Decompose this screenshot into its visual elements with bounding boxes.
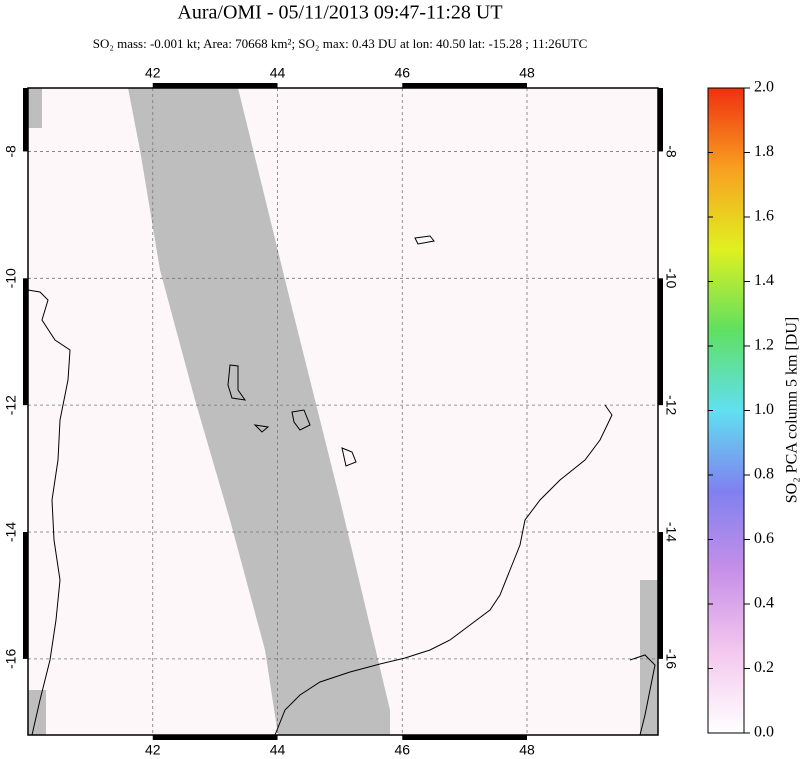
- coastline: [629, 654, 656, 736]
- colorbar-tick-label: 0.6: [754, 530, 774, 547]
- frame-bar: [23, 88, 28, 152]
- lat-tick-label: -10: [3, 268, 19, 288]
- lat-tick-label: -16: [663, 649, 679, 669]
- lon-tick-label: 46: [394, 742, 410, 758]
- map-area: [23, 83, 663, 740]
- lat-tick-label: -12: [663, 395, 679, 415]
- lon-tick-label: 44: [270, 742, 286, 758]
- no-data-edge: [28, 88, 42, 128]
- island: [253, 424, 270, 433]
- lat-tick-label: -14: [663, 522, 679, 542]
- coastline: [27, 289, 71, 736]
- map-frame: [27, 87, 659, 736]
- lon-tick-label: 44: [270, 65, 286, 81]
- lat-tick-label: -10: [663, 268, 679, 288]
- colorbar-tick-label: 1.4: [754, 272, 774, 289]
- colorbar-tick-label: 1.8: [754, 143, 774, 160]
- frame-bar: [402, 83, 528, 88]
- colorbar-tick-label: 1.0: [754, 401, 774, 418]
- colorbar-tick-label: 0.2: [754, 659, 774, 676]
- no-data-edge: [640, 580, 658, 735]
- frame-bar: [658, 532, 663, 659]
- no-data-swath: [128, 88, 390, 735]
- colorbar-tick-label: 0.4: [754, 595, 774, 612]
- frame-bar: [402, 735, 528, 740]
- map-subtitle: SO₂ mass: -0.001 kt; Area: 70668 km²; SO…: [93, 36, 588, 51]
- island: [414, 235, 435, 245]
- colorbar-bar: [707, 87, 745, 734]
- frame-bar: [658, 88, 663, 152]
- frame-bar: [152, 735, 278, 740]
- frame-bar: [23, 532, 28, 659]
- colorbar: SO₂ PCA column 5 km [DU] 0.0 0.2 0.4 0.6 0.8…: [707, 79, 801, 741]
- lat-tick-label: -14: [3, 522, 19, 542]
- colorbar-label: SO₂ PCA column 5 km [DU]: [784, 317, 801, 503]
- lon-tick-label: 42: [145, 65, 161, 81]
- lon-tick-label: 48: [519, 742, 535, 758]
- lat-tick-label: -8: [663, 145, 679, 158]
- frame-bar: [23, 278, 28, 406]
- lat-tick-label: -12: [3, 395, 19, 415]
- lon-tick-label: 48: [519, 65, 535, 81]
- grid: [28, 88, 658, 735]
- lat-tick-label: -16: [3, 649, 19, 669]
- lon-tick-label: 46: [394, 65, 410, 81]
- island: [227, 364, 247, 401]
- coastline: [274, 404, 613, 736]
- colorbar-tick-label: 1.2: [754, 337, 774, 354]
- map-title: Aura/OMI - 05/11/2013 09:47-11:28 UT: [177, 2, 502, 24]
- island: [291, 409, 311, 431]
- island: [341, 447, 357, 467]
- lon-tick-label: 42: [145, 742, 161, 758]
- colorbar-tick-label: 1.6: [754, 208, 774, 225]
- colorbar-tick-label: 2.0: [754, 79, 774, 96]
- lat-tick-label: -8: [3, 145, 19, 158]
- colorbar-tick-label: 0.8: [754, 466, 774, 483]
- frame-bar: [152, 83, 278, 88]
- colorbar-tick-label: 0.0: [754, 724, 774, 741]
- frame-bar: [658, 278, 663, 406]
